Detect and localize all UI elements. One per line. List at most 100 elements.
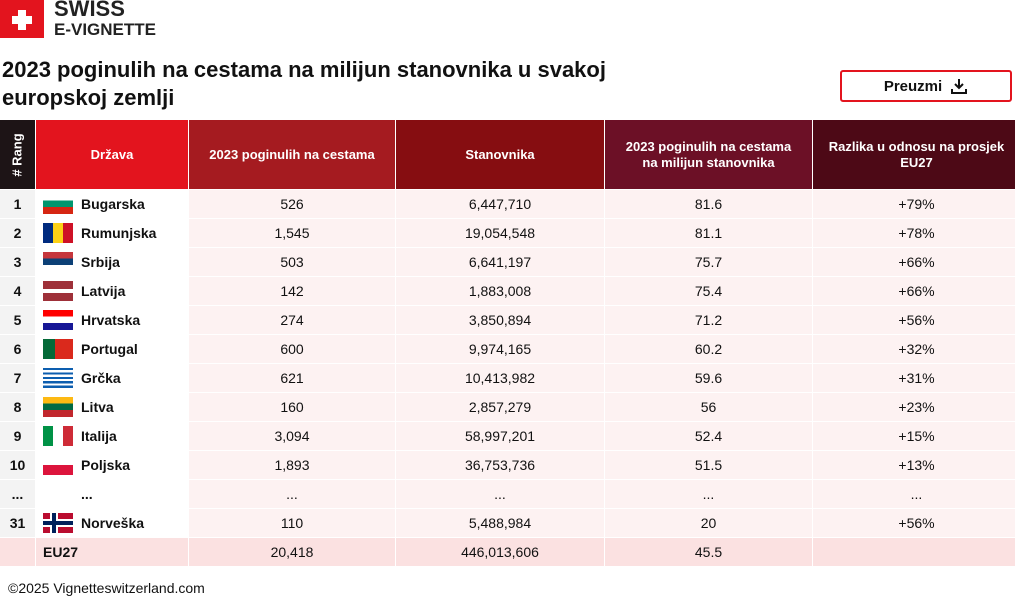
cell-text: 1,545 <box>274 225 310 241</box>
cell-text: 51.5 <box>694 457 723 473</box>
cell-text: 2 <box>13 225 22 241</box>
data-cell: 142 <box>189 277 395 306</box>
country-cell: Italija <box>36 422 188 451</box>
cell-text: +56% <box>898 515 935 531</box>
rank-cell: 4 <box>0 277 35 306</box>
cell-text: 110 <box>280 515 304 531</box>
cell-text: Grčka <box>81 370 121 386</box>
cell-text: 59.6 <box>694 370 723 386</box>
cell-text: 6,641,197 <box>468 254 532 270</box>
flag <box>43 194 73 214</box>
cell-text: +66% <box>898 283 935 299</box>
cell-text: 3,850,894 <box>468 312 532 328</box>
data-cell: 503 <box>189 248 395 277</box>
cell-text: +66% <box>898 254 935 270</box>
data-cell: 1,545 <box>189 219 395 248</box>
header-cell: Razlika u odnosu na prosjek EU27 <box>813 120 1015 190</box>
logo-text: SWISS <box>54 0 125 21</box>
data-cell: 6,641,197 <box>396 248 604 277</box>
rank-cell: 6 <box>0 335 35 364</box>
cell-text: +78% <box>898 225 935 241</box>
table: # Rang Država 2023 poginulih na cestama Sta… <box>0 120 1015 567</box>
cell-text: 31 <box>9 515 26 531</box>
cell-text: 4 <box>13 283 22 299</box>
country-cell: Bugarska <box>36 190 188 219</box>
cell-text: 526 <box>280 196 304 212</box>
cell-text: Italija <box>81 428 117 444</box>
cell-text: 5 <box>13 312 22 328</box>
data-cell: 81.1 <box>605 219 812 248</box>
data-cell: 1,883,008 <box>396 277 604 306</box>
data-cell: +31% <box>813 364 1015 393</box>
data-cell: +66% <box>813 277 1015 306</box>
cell-text: ... <box>286 486 298 502</box>
cell-text: 10 <box>9 457 26 473</box>
cell-text: 3 <box>13 254 22 270</box>
data-cell: 110 <box>189 509 395 538</box>
cell-text: 2,857,279 <box>468 399 532 415</box>
total-rank-cell <box>0 538 35 567</box>
flag <box>43 281 73 301</box>
data-cell: 51.5 <box>605 451 812 480</box>
rank-cell: 2 <box>0 219 35 248</box>
data-cell: 10,413,982 <box>396 364 604 393</box>
rank-cell: ... <box>0 480 35 509</box>
total-cell: 446,013,606 <box>396 538 604 567</box>
cell-text: 81.1 <box>694 225 723 241</box>
cell-text: 71.2 <box>694 312 723 328</box>
cell-text: 621 <box>280 370 304 386</box>
data-cell: 19,054,548 <box>396 219 604 248</box>
data-cell: +23% <box>813 393 1015 422</box>
data-cell: ... <box>813 480 1015 509</box>
data-cell: 75.4 <box>605 277 812 306</box>
data-cell: 71.2 <box>605 306 812 335</box>
cell-text: Latvija <box>81 283 126 299</box>
cell-text: 60.2 <box>694 341 723 357</box>
data-cell: 1,893 <box>189 451 395 480</box>
cell-text: 2023 poginulih na cestama na milijun sta… <box>625 138 792 170</box>
cell-text: 10,413,982 <box>464 370 536 386</box>
cell-text: 58,997,201 <box>464 428 536 444</box>
total-empty-cell <box>813 538 1015 567</box>
cell-text: 9,974,165 <box>468 341 532 357</box>
rank-cell: 9 <box>0 422 35 451</box>
country-cell: Hrvatska <box>36 306 188 335</box>
cell-text: Rumunjska <box>81 225 157 241</box>
data-cell: 3,850,894 <box>396 306 604 335</box>
cell-text: 20,418 <box>270 544 314 560</box>
cell-text: Norveška <box>81 515 145 531</box>
country-cell: Latvija <box>36 277 188 306</box>
cell-text: 36,753,736 <box>464 457 536 473</box>
cell-text: +56% <box>898 312 935 328</box>
data-cell: 2,857,279 <box>396 393 604 422</box>
data-cell: 621 <box>189 364 395 393</box>
data-cell: +56% <box>813 509 1015 538</box>
flag <box>43 368 73 388</box>
cell-text: 274 <box>280 312 304 328</box>
data-cell: 526 <box>189 190 395 219</box>
data-cell: 52.4 <box>605 422 812 451</box>
cell-text: 45.5 <box>694 544 723 560</box>
cell-text: # Rang <box>9 132 25 177</box>
cell-text: 9 <box>13 428 22 444</box>
title: 2023 poginulih na cestama na milijun sta… <box>2 57 606 110</box>
cell-text: 20 <box>700 515 717 531</box>
data-cell: 3,094 <box>189 422 395 451</box>
rank-cell: 1 <box>0 190 35 219</box>
cell-text: 600 <box>280 341 304 357</box>
total-cell: 45.5 <box>605 538 812 567</box>
cell-text: 1,893 <box>274 457 310 473</box>
rank-cell: 7 <box>0 364 35 393</box>
cell-text: ... <box>494 486 506 502</box>
cell-text: Bugarska <box>81 196 145 212</box>
rank-cell: 8 <box>0 393 35 422</box>
download-button[interactable]: Preuzmi <box>840 70 1012 102</box>
cell-text: 6,447,710 <box>468 196 532 212</box>
cell-text: 81.6 <box>694 196 723 212</box>
cell-text: 75.4 <box>694 283 723 299</box>
data-cell: ... <box>396 480 604 509</box>
cell-text: 52.4 <box>694 428 723 444</box>
country-cell: Portugal <box>36 335 188 364</box>
cell-text: Litva <box>81 399 114 415</box>
logo-icon <box>0 0 44 38</box>
